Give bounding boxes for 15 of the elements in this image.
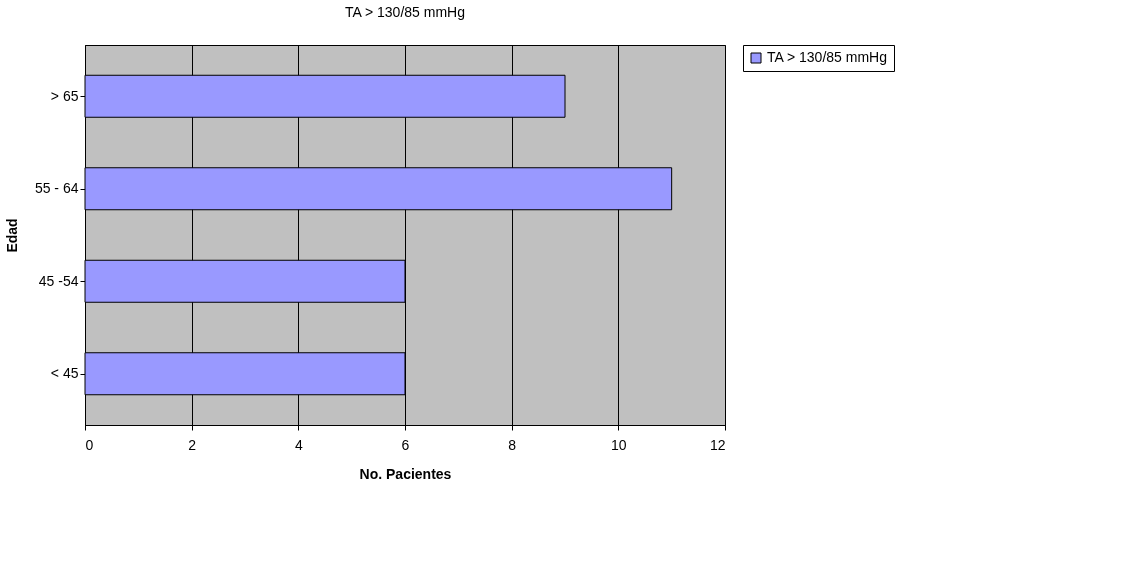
x-axis-title: No. Pacientes	[359, 465, 452, 482]
x-tick-label: 10	[611, 436, 627, 453]
x-tick-label: 2	[188, 436, 197, 453]
x-tick-label: 4	[294, 436, 303, 453]
legend-label: TA > 130/85 mmHg	[767, 49, 887, 65]
y-tick-label: 45 -54	[38, 272, 79, 289]
y-axis-title: Edad	[3, 218, 20, 253]
y-tick-label: < 45	[50, 365, 79, 382]
y-tick-label: > 65	[50, 87, 79, 104]
x-tick-label: 12	[709, 436, 726, 453]
x-tick-label: 6	[401, 436, 410, 453]
y-tick-label: 55 - 64	[34, 180, 79, 197]
chart-title: TA > 130/85 mmHg	[345, 3, 465, 20]
x-tick-label: 8	[508, 436, 517, 453]
x-tick-label: 0	[85, 436, 94, 453]
